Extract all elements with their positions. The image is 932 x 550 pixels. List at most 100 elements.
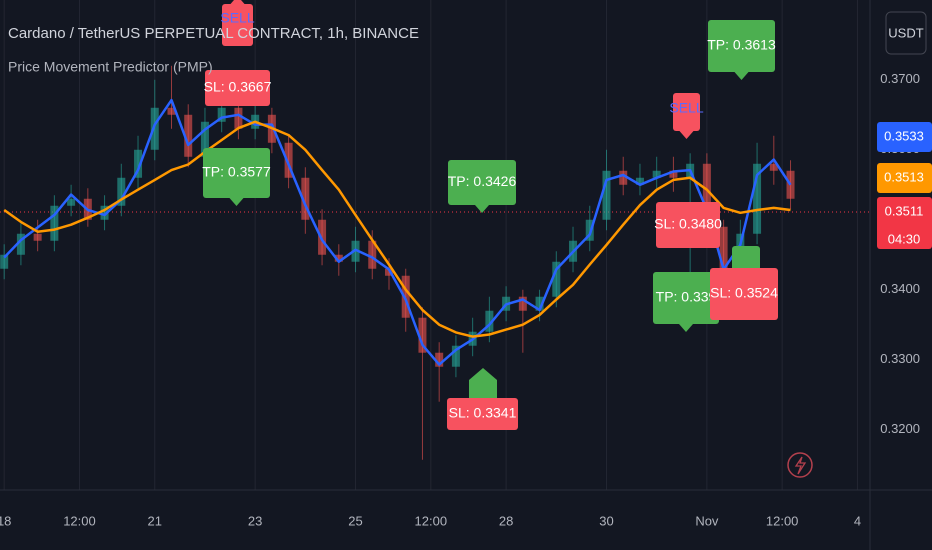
annotation: TP: 0.339 — [653, 272, 719, 332]
annotation-text: SL: 0.3667 — [204, 79, 272, 95]
price-badge — [877, 197, 932, 249]
annotation-pointer — [734, 72, 749, 80]
candle-body — [702, 163, 711, 227]
annotation-box — [222, 4, 253, 46]
y-tick-label: 0.3700 — [880, 71, 920, 86]
candle-body — [234, 107, 243, 129]
price-badge — [877, 163, 932, 193]
annotation-box — [708, 20, 775, 72]
candle-body — [435, 352, 444, 367]
candle-body — [217, 107, 226, 122]
annotation-box — [447, 398, 518, 430]
countdown-label: 04:30 — [888, 231, 921, 246]
alert-bolt[interactable] — [794, 456, 807, 475]
candle-body — [585, 219, 594, 241]
annotation: TP: 0.3426 — [448, 160, 517, 213]
price-badge-label: 0.3533 — [884, 128, 924, 143]
annotation: SL: 0.3524 — [710, 260, 778, 320]
indicator-line — [3, 98, 792, 366]
candle-body — [418, 317, 427, 353]
price-badge — [877, 122, 932, 152]
annotation: SL: 0.3667 — [204, 70, 272, 106]
candle-body — [0, 254, 9, 269]
annotation-box — [205, 70, 270, 106]
x-tick-label: 21 — [148, 513, 162, 528]
x-tick-label: Nov — [695, 513, 719, 528]
annotation-pointer — [679, 324, 693, 332]
candle-body — [50, 205, 59, 241]
candle-body — [134, 149, 143, 178]
candle-body — [719, 226, 728, 276]
annotation-text: SELL — [669, 100, 703, 116]
annotation: TP: 0.3613 — [707, 20, 776, 80]
candle-body — [117, 177, 126, 206]
annotation-text: TP: 0.3577 — [202, 164, 271, 180]
candle-body — [334, 254, 343, 262]
currency-button[interactable] — [885, 11, 927, 55]
alert-icon[interactable] — [787, 452, 813, 478]
candle-body — [535, 296, 544, 311]
candle-body — [401, 275, 410, 318]
x-tick-label: 18 — [0, 513, 11, 528]
candle-body — [284, 142, 293, 178]
annotation-text: TP: 0.3426 — [448, 173, 517, 189]
candle-body — [384, 268, 393, 276]
annotation-pointer — [229, 198, 244, 206]
x-tick-label: 30 — [599, 513, 613, 528]
annotation-box — [673, 93, 700, 131]
x-tick-label: 12:00 — [415, 513, 448, 528]
x-tick-label: 12:00 — [766, 513, 799, 528]
y-tick-label: 0.3200 — [880, 421, 920, 436]
annotation-text: TP: 0.339 — [656, 289, 717, 305]
x-tick-label: 4 — [854, 513, 861, 528]
candle-body — [652, 170, 661, 178]
annotation: SL: 0.3341 — [447, 390, 518, 430]
y-tick-label: 0.3400 — [880, 281, 920, 296]
annotation-box — [710, 268, 778, 320]
annotation-text: SL: 0.3341 — [449, 405, 517, 421]
x-tick-label: 12:00 — [63, 513, 96, 528]
annotation-box — [656, 202, 720, 248]
indicator-line — [3, 120, 791, 338]
candle-body — [753, 163, 762, 234]
annotation-pointer — [679, 131, 694, 139]
price-badge-label: 0.3511 — [885, 203, 924, 218]
candle-body — [619, 170, 628, 185]
candle-body — [552, 261, 561, 297]
annotation-text: TP: 0.3613 — [707, 37, 776, 53]
candle-body — [451, 345, 460, 367]
price-badge-label: 0.3513 — [884, 169, 924, 184]
signal-marker — [469, 368, 497, 398]
annotation: SELL — [220, 0, 255, 46]
annotation-box — [448, 160, 516, 205]
candle-body — [184, 114, 193, 157]
currency-label[interactable]: USDT — [888, 25, 923, 40]
candle-body — [368, 240, 377, 269]
annotation-pointer — [475, 205, 489, 213]
annotation-text: SL: 0.3524 — [710, 285, 778, 301]
x-tick-label: 23 — [248, 513, 262, 528]
annotation-pointer — [737, 260, 751, 268]
annotation-box — [203, 148, 270, 198]
price-axis — [870, 0, 932, 550]
annotation-pointer — [230, 0, 245, 4]
candle-body — [67, 198, 76, 206]
candle-body — [635, 177, 644, 185]
indicator-name: Price Movement Predictor (PMP) — [8, 59, 213, 75]
candle-body — [602, 170, 611, 220]
candle-body — [150, 107, 159, 150]
candle-body — [33, 233, 42, 241]
candle-body — [301, 177, 310, 220]
candle-body — [769, 163, 778, 171]
annotation: TP: 0.3577 — [202, 148, 271, 206]
annotation-text: SL: 0.3480 — [654, 216, 722, 232]
candle-body — [669, 170, 678, 178]
candle-body — [485, 310, 494, 332]
candle-body — [518, 296, 527, 311]
candle-body — [167, 107, 176, 115]
x-tick-label: 28 — [499, 513, 513, 528]
annotation-box — [653, 272, 719, 324]
x-tick-label: 25 — [348, 513, 362, 528]
candle-body — [100, 205, 109, 220]
